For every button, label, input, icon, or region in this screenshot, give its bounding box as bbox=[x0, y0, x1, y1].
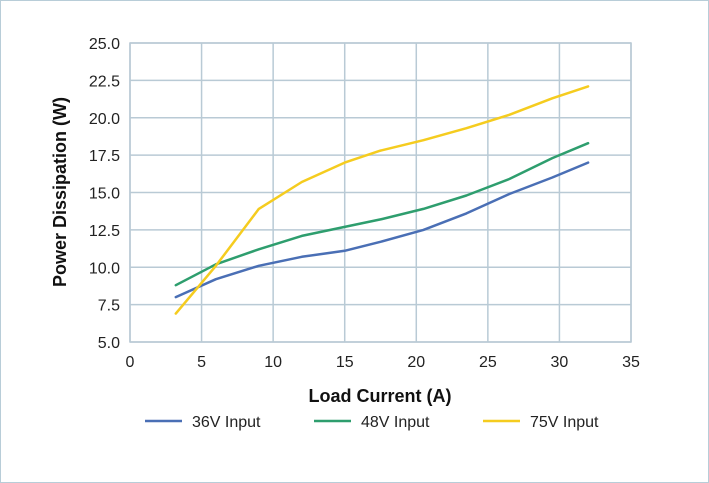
x-axis-title: Load Current (A) bbox=[309, 386, 452, 406]
x-tick-label: 25 bbox=[479, 354, 497, 371]
plot-area bbox=[129, 42, 632, 343]
y-tick-label: 25.0 bbox=[89, 36, 120, 53]
series-lines bbox=[174, 85, 590, 315]
series-line-48v-input bbox=[174, 141, 590, 287]
legend-label: 48V Input bbox=[361, 414, 430, 431]
plot-border bbox=[129, 42, 632, 343]
y-tick-label: 12.5 bbox=[89, 223, 120, 240]
grid bbox=[129, 42, 632, 343]
y-tick-labels: 5.0 7.5 10.0 12.5 15.0 17.5 20.0 22.5 25.0 bbox=[89, 36, 120, 352]
x-tick-label: 20 bbox=[407, 354, 425, 371]
x-tick-label: 0 bbox=[126, 354, 135, 371]
legend-label: 36V Input bbox=[192, 414, 261, 431]
y-tick-label: 10.0 bbox=[89, 260, 120, 277]
y-tick-label: 7.5 bbox=[98, 298, 120, 315]
x-tick-label: 5 bbox=[197, 354, 206, 371]
series-line-75v-input bbox=[174, 85, 590, 315]
x-tick-label: 30 bbox=[551, 354, 569, 371]
y-tick-label: 20.0 bbox=[89, 111, 120, 128]
y-tick-label: 22.5 bbox=[89, 73, 120, 90]
x-tick-label: 10 bbox=[264, 354, 282, 371]
y-axis-title: Power Dissipation (W) bbox=[50, 97, 70, 287]
y-tick-label: 15.0 bbox=[89, 186, 120, 203]
x-tick-label: 35 bbox=[622, 354, 640, 371]
x-tick-label: 15 bbox=[336, 354, 354, 371]
series-line-36v-input bbox=[174, 161, 590, 299]
y-tick-label: 17.5 bbox=[89, 148, 120, 165]
legend: 36V Input 48V Input 75V Input bbox=[145, 414, 599, 431]
x-tick-labels: 0 5 10 15 20 25 30 35 bbox=[126, 354, 640, 371]
y-tick-label: 5.0 bbox=[98, 335, 120, 352]
legend-label: 75V Input bbox=[530, 414, 599, 431]
